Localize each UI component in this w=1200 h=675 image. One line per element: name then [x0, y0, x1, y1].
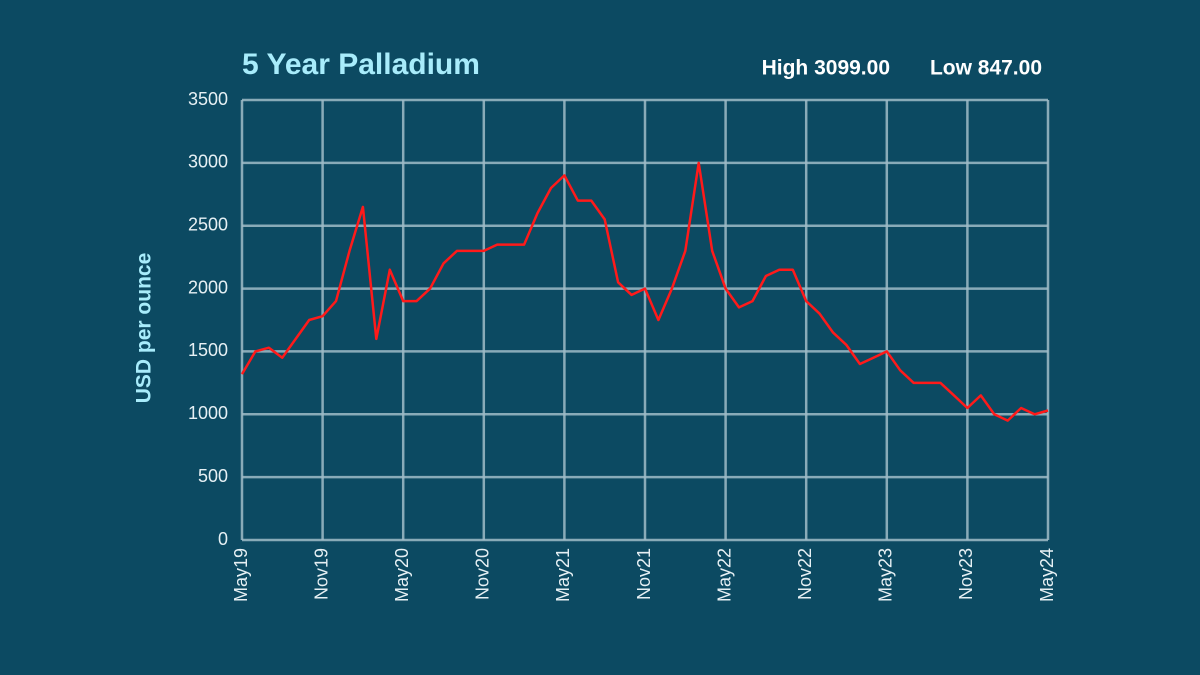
y-tick-label: 3000 — [188, 152, 228, 172]
x-tick-label: May19 — [231, 548, 251, 602]
x-tick-label: May24 — [1037, 548, 1057, 602]
x-tick-label: Nov22 — [795, 548, 815, 600]
y-tick-label: 1500 — [188, 340, 228, 360]
high-annotation: High 3099.00 — [762, 57, 890, 80]
x-tick-label: May23 — [876, 548, 896, 602]
y-tick-label: 3500 — [188, 89, 228, 109]
chart-title: 5 Year Palladium — [242, 48, 480, 81]
y-tick-label: 1000 — [188, 403, 228, 423]
x-tick-label: May20 — [392, 548, 412, 602]
y-tick-label: 0 — [218, 529, 228, 549]
y-axis-label: USD per ounce — [133, 253, 156, 404]
y-tick-label: 500 — [198, 466, 228, 486]
x-tick-label: May21 — [553, 548, 573, 602]
low-annotation: Low 847.00 — [930, 57, 1042, 80]
x-tick-label: Nov23 — [956, 548, 976, 600]
x-tick-label: May22 — [714, 548, 734, 602]
y-tick-label: 2500 — [188, 214, 228, 234]
x-tick-label: Nov19 — [311, 548, 331, 600]
x-tick-label: Nov20 — [473, 548, 493, 600]
y-tick-label: 2000 — [188, 277, 228, 297]
price-line — [240, 161, 1049, 422]
x-tick-label: Nov21 — [634, 548, 654, 600]
